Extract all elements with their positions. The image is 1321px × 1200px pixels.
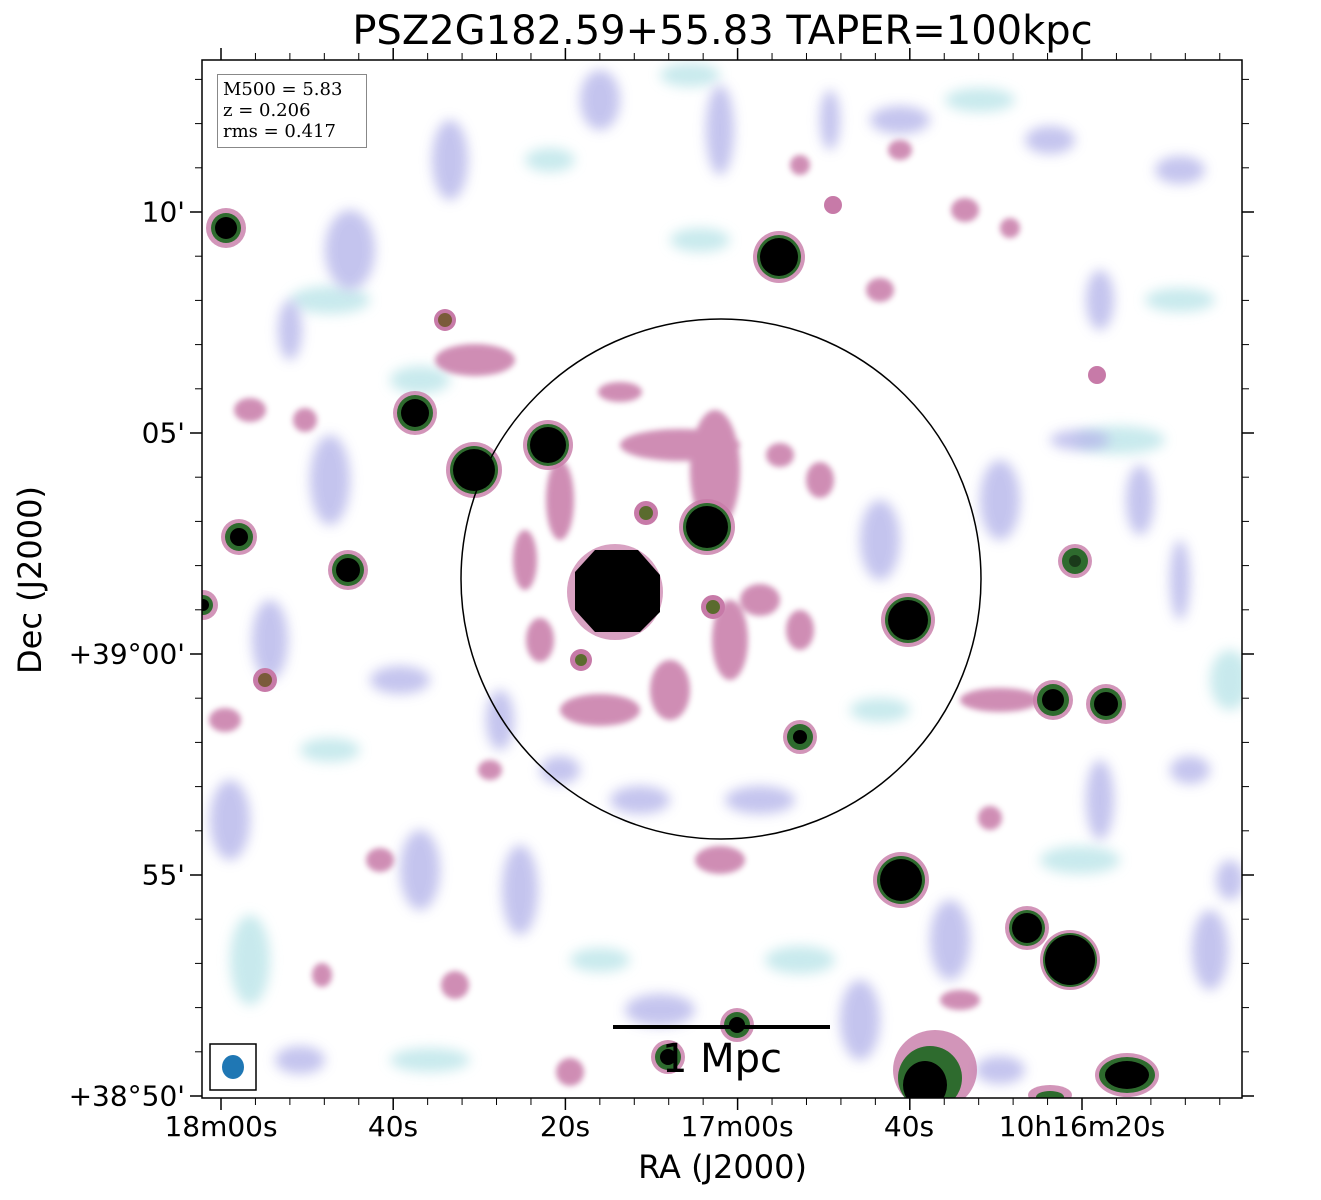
radio-source xyxy=(1028,1085,1072,1098)
radio-emission-map xyxy=(202,63,1242,1098)
central-bright-source xyxy=(567,544,663,640)
radio-source xyxy=(1005,906,1049,950)
x-tick-label: 20s xyxy=(539,1110,591,1143)
y-tick-label: 05' xyxy=(141,416,185,450)
radio-source xyxy=(873,852,929,908)
faint-source xyxy=(701,595,725,619)
radio-source xyxy=(881,593,935,647)
radio-source xyxy=(328,550,368,590)
radio-source xyxy=(221,519,257,555)
faint-source xyxy=(253,668,277,692)
axis-ticks xyxy=(190,48,1254,1110)
rms-label: rms = 0.417 xyxy=(223,121,336,142)
radio-source xyxy=(893,1030,977,1098)
x-tick-label: 40s xyxy=(883,1110,935,1143)
faint-source xyxy=(570,649,592,671)
plot-frame xyxy=(201,59,1243,1099)
radio-source xyxy=(1033,680,1073,720)
y-tick-label: 10' xyxy=(141,195,185,229)
radio-source xyxy=(446,442,502,498)
x-tick-label: 18m00s xyxy=(164,1110,278,1143)
redshift-label: z = 0.206 xyxy=(223,100,311,121)
y-axis-label: Dec (J2000) xyxy=(11,486,49,674)
m500-label: M500 = 5.83 xyxy=(223,79,343,100)
compact-sources xyxy=(202,196,1159,1098)
noise-lavender-layer xyxy=(210,70,1242,1084)
x-tick-label: 10h16m20s xyxy=(998,1110,1166,1143)
plot-title: PSZ2G182.59+55.83 TAPER=100kpc xyxy=(352,8,1093,54)
faint-source xyxy=(824,196,842,214)
x-tick-label: 40s xyxy=(367,1110,419,1143)
y-tick-label: +39°00' xyxy=(68,637,185,671)
radio-source xyxy=(753,231,805,283)
radio-source xyxy=(206,208,246,248)
radio-source xyxy=(1095,1053,1159,1097)
radio-source xyxy=(679,499,735,555)
radio-source xyxy=(1058,544,1092,578)
y-tick-label: 55' xyxy=(141,858,185,892)
r500-circle xyxy=(460,318,982,840)
radio-source xyxy=(393,391,437,435)
radio-source xyxy=(523,420,573,470)
info-box: M500 = 5.83 z = 0.206 rms = 0.417 xyxy=(217,74,367,148)
y-tick-label: +38°50' xyxy=(68,1079,185,1113)
x-tick-label: 17m00s xyxy=(680,1110,794,1143)
faint-source xyxy=(434,309,456,331)
x-axis-label: RA (J2000) xyxy=(638,1148,807,1186)
faint-source xyxy=(1088,366,1106,384)
diffuse-emission-layer xyxy=(209,140,1040,1086)
faint-source xyxy=(634,501,658,525)
radio-source xyxy=(783,720,817,754)
radio-source xyxy=(202,590,218,620)
radio-source xyxy=(1086,684,1126,724)
beam-ellipse xyxy=(222,1055,244,1079)
radio-source xyxy=(1040,930,1100,990)
radio-source xyxy=(651,1040,685,1074)
scale-bar-label: 1 Mpc xyxy=(661,1036,783,1082)
